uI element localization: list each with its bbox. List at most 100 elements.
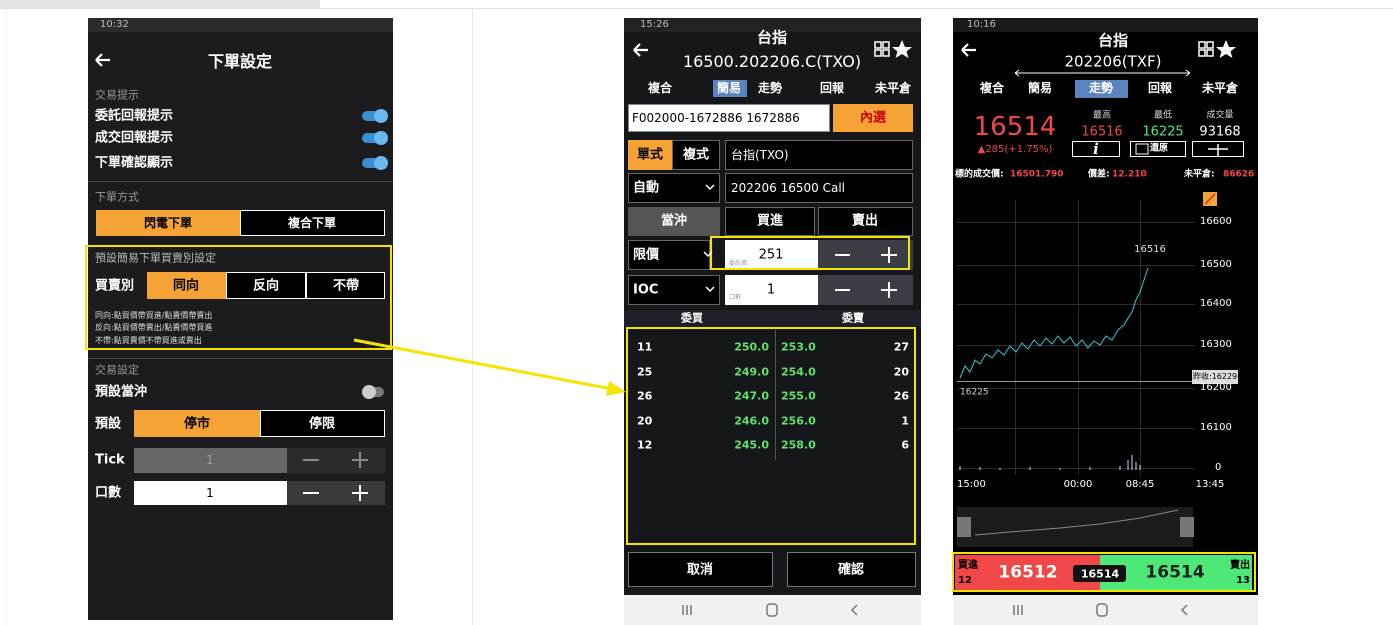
option[interactable]: 閃電下單 bbox=[143, 216, 193, 230]
select[interactable]: 自動 bbox=[633, 180, 660, 196]
select[interactable]: IOC bbox=[633, 282, 659, 298]
select[interactable]: 限價 bbox=[633, 247, 660, 263]
section-title: 交易提示 bbox=[95, 88, 139, 102]
book-cell[interactable]: 20 bbox=[637, 414, 653, 427]
button[interactable]: 內選 bbox=[859, 110, 887, 126]
tab[interactable]: 走勢 bbox=[1088, 81, 1114, 95]
toggle-label[interactable]: 下單確認顯示 bbox=[95, 155, 174, 171]
toggle-label[interactable]: 委託回報提示 bbox=[95, 108, 174, 124]
option[interactable]: 停限 bbox=[308, 416, 336, 432]
book-cell[interactable]: 258.0 bbox=[781, 438, 816, 452]
label: 202206 16500 Call bbox=[731, 181, 846, 195]
option[interactable]: 複式 bbox=[682, 147, 710, 163]
tab[interactable]: 簡易 bbox=[716, 81, 742, 95]
button[interactable]: 還原 bbox=[1150, 143, 1169, 154]
stat-value: 93168 bbox=[1199, 124, 1241, 140]
note: 同向:點買價帶買進/點賣價帶賣出 bbox=[95, 311, 213, 320]
label: 10:32 bbox=[100, 19, 129, 30]
plus bbox=[359, 452, 361, 468]
button[interactable]: 買進 bbox=[756, 213, 784, 229]
tab[interactable]: 未平倉 bbox=[1201, 81, 1239, 95]
grid-line bbox=[1140, 200, 1141, 475]
book-cell[interactable]: 256.0 bbox=[781, 414, 816, 427]
plus bbox=[359, 485, 361, 501]
ask-price[interactable]: 16514 bbox=[1145, 562, 1205, 583]
stat-label: 成交量 bbox=[1206, 110, 1234, 121]
book-cell[interactable]: 254.0 bbox=[781, 365, 816, 378]
option[interactable]: 停市 bbox=[183, 416, 211, 432]
toggle bbox=[362, 158, 384, 168]
button[interactable]: 取消 bbox=[686, 562, 714, 578]
section-title: 交易設定 bbox=[95, 363, 139, 377]
grid-line bbox=[1015, 200, 1016, 475]
grid-line bbox=[957, 388, 1195, 389]
grid-line bbox=[957, 345, 1195, 346]
bid-label[interactable]: 買進 bbox=[958, 560, 978, 571]
highlight-box bbox=[85, 245, 392, 350]
select[interactable]: F002000-1672886 1672886 bbox=[632, 111, 800, 125]
subtitle: 16500.202206.C(TXO) bbox=[682, 52, 862, 71]
mid-price: 16514 bbox=[1080, 567, 1120, 581]
bid-qty[interactable]: 12 bbox=[958, 575, 972, 586]
mid-badge bbox=[1073, 565, 1126, 582]
button bbox=[725, 207, 815, 236]
book-cell[interactable]: 245.0 bbox=[734, 438, 769, 452]
toggle-label[interactable]: 成交回報提示 bbox=[95, 130, 174, 146]
book-cell[interactable]: 25 bbox=[637, 365, 653, 378]
book-cell[interactable]: 1 bbox=[901, 414, 909, 427]
book-cell[interactable]: 246.0 bbox=[734, 414, 769, 427]
toggle-label[interactable]: 預設當沖 bbox=[95, 384, 148, 400]
y-tick-label: 16100 bbox=[1200, 422, 1232, 433]
book-cell[interactable]: 12 bbox=[637, 438, 653, 452]
book-cell[interactable]: 250.0 bbox=[734, 340, 769, 354]
highlight-box bbox=[626, 327, 916, 545]
label: 10:16 bbox=[967, 19, 996, 30]
option[interactable]: 複合下單 bbox=[287, 216, 337, 230]
book-cell[interactable]: 27 bbox=[893, 340, 909, 354]
tab[interactable]: 回報 bbox=[819, 81, 845, 95]
book-cell[interactable]: 255.0 bbox=[781, 389, 816, 403]
input bbox=[725, 275, 818, 305]
tab[interactable]: 回報 bbox=[1147, 81, 1173, 95]
book-cell[interactable]: 20 bbox=[893, 365, 909, 378]
option bbox=[240, 210, 385, 236]
option[interactable]: 不帶 bbox=[332, 278, 360, 294]
bid-price[interactable]: 16512 bbox=[998, 562, 1058, 583]
input-value[interactable]: 1 bbox=[206, 486, 214, 500]
button[interactable]: 賣出 bbox=[851, 213, 879, 229]
x-tick-label: 00:00 bbox=[1063, 479, 1093, 490]
ask-qty[interactable]: 13 bbox=[1236, 575, 1250, 586]
book-cell[interactable]: 26 bbox=[893, 389, 909, 403]
tab[interactable]: 複合 bbox=[647, 81, 673, 95]
book-cell[interactable]: 253.0 bbox=[781, 340, 816, 354]
book-cell[interactable]: 247.0 bbox=[734, 389, 769, 403]
ask-label[interactable]: 賣出 bbox=[1230, 560, 1250, 571]
tab[interactable]: 簡易 bbox=[1027, 81, 1053, 95]
grid-line bbox=[957, 468, 1195, 469]
toggle-knob bbox=[374, 109, 388, 123]
y-tick-label: 16400 bbox=[1200, 298, 1232, 309]
top-bar bbox=[0, 0, 320, 8]
button[interactable]: 確認 bbox=[837, 562, 865, 578]
divider bbox=[775, 330, 776, 460]
input-value[interactable]: 1 bbox=[766, 282, 776, 298]
book-cell[interactable]: 6 bbox=[901, 438, 909, 452]
option[interactable]: 單式 bbox=[636, 147, 664, 163]
tab[interactable]: 複合 bbox=[979, 81, 1005, 95]
button[interactable]: 當沖 bbox=[660, 213, 688, 229]
input-value[interactable]: 251 bbox=[758, 247, 784, 263]
book-cell[interactable]: 249.0 bbox=[734, 365, 769, 378]
option[interactable]: 同向 bbox=[172, 278, 200, 294]
slider-handle bbox=[1180, 517, 1194, 537]
book-cell[interactable]: 26 bbox=[637, 389, 653, 403]
option[interactable]: 反向 bbox=[252, 278, 280, 294]
column-header: 委賣 bbox=[842, 311, 864, 325]
tab[interactable]: 未平倉 bbox=[874, 81, 912, 95]
y-tick-label: 16300 bbox=[1200, 339, 1232, 350]
tab[interactable]: 走勢 bbox=[757, 81, 783, 95]
book-cell[interactable]: 11 bbox=[637, 340, 653, 354]
field bbox=[725, 173, 913, 203]
toggle-knob bbox=[374, 156, 388, 170]
y-tick-label: 16200 bbox=[1200, 382, 1232, 393]
